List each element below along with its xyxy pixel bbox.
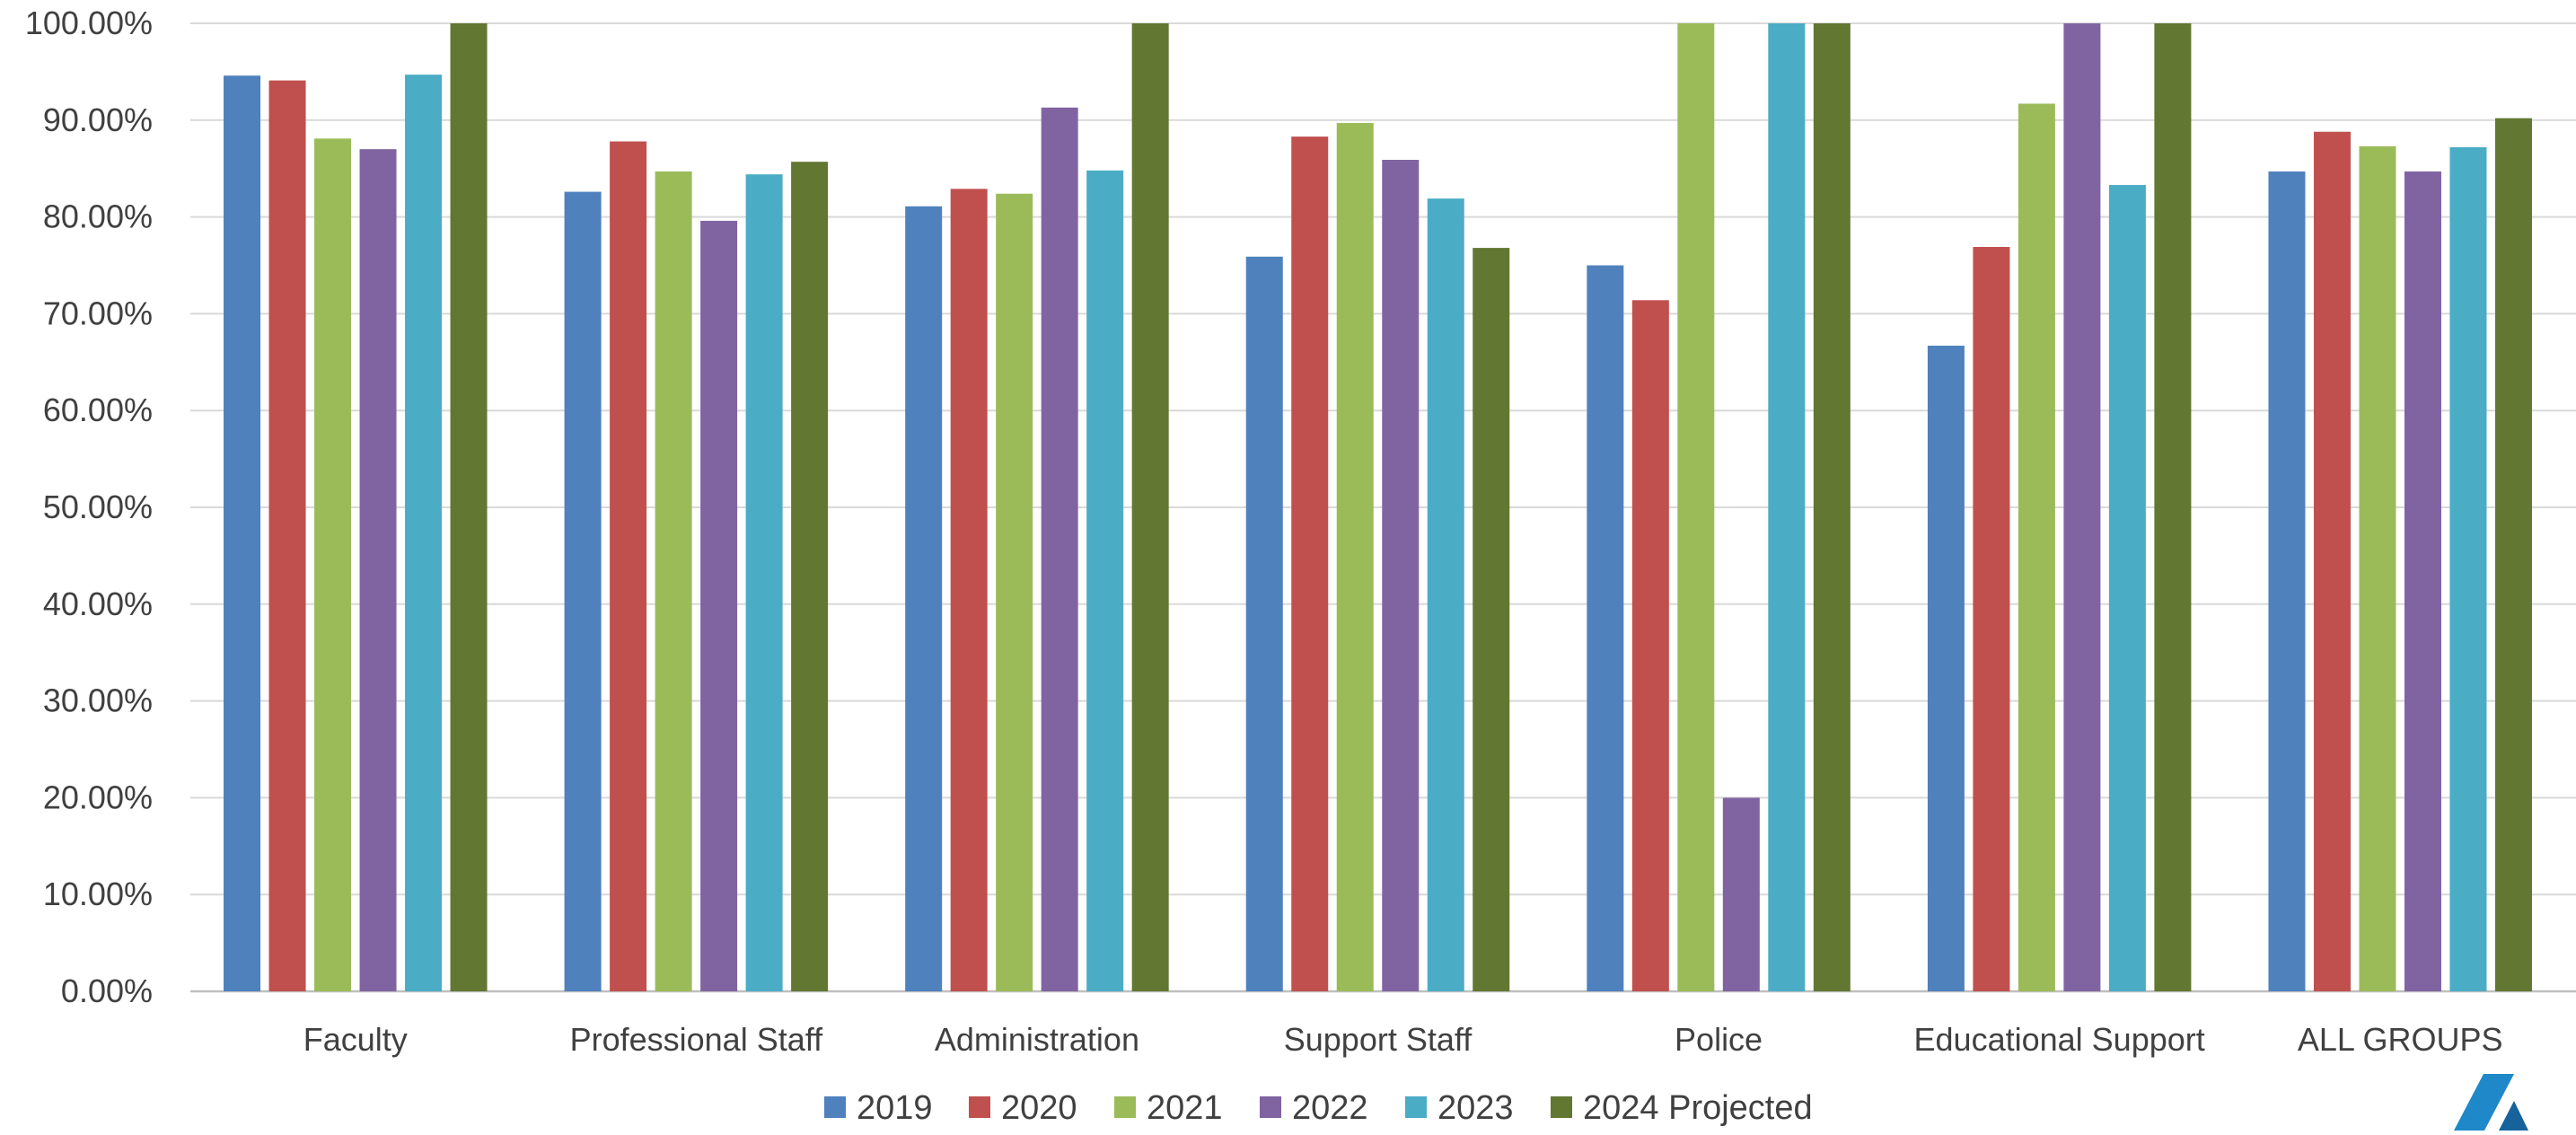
y-tick-label: 50.00% (43, 488, 153, 525)
bar-administration-2021 (996, 193, 1033, 991)
legend: 2019 2020 2021 2022 2023 2024 Projected (824, 1089, 1813, 1127)
bar-educational-support-2019 (1927, 345, 1965, 991)
legend-label: 2020 (1001, 1089, 1077, 1127)
bar-all-groups-2019 (2268, 171, 2306, 991)
bar-all-groups-2021 (2359, 145, 2396, 991)
y-tick-label: 80.00% (43, 198, 153, 235)
bar-faculty-2022 (359, 149, 397, 991)
legend-item-2021: 2021 (1114, 1089, 1223, 1127)
bar-support-staff-2022 (1382, 159, 1420, 992)
y-tick-label: 90.00% (43, 101, 153, 138)
bar-police-2024-projected (1813, 23, 1851, 991)
x-tick-label: Educational Support (1914, 1021, 2205, 1058)
bar-support-staff-2019 (1245, 256, 1283, 992)
bar-administration-2020 (950, 189, 988, 991)
bar-all-groups-2022 (2404, 171, 2441, 991)
bar-faculty-2024-projected (450, 23, 488, 991)
legend-item-2020: 2020 (969, 1089, 1077, 1127)
x-tick-label: ALL GROUPS (2298, 1021, 2503, 1058)
y-tick-label: 40.00% (43, 585, 153, 622)
legend-label: 2024 Projected (1583, 1089, 1813, 1127)
bar-professional-staff-2024-projected (791, 162, 829, 992)
bar-support-staff-2020 (1291, 136, 1329, 992)
legend-swatch (1551, 1096, 1572, 1118)
y-tick-label: 30.00% (43, 682, 153, 719)
bar-educational-support-2023 (2108, 185, 2146, 991)
legend-item-2023: 2023 (1405, 1089, 1514, 1127)
bar-police-2019 (1587, 265, 1624, 991)
y-tick-label: 20.00% (43, 779, 153, 815)
bar-administration-2023 (1086, 170, 1124, 991)
bar-all-groups-2024-projected (2494, 118, 2532, 992)
bar-faculty-2023 (405, 75, 443, 991)
x-tick-label: Administration (935, 1021, 1139, 1058)
bar-professional-staff-2022 (700, 220, 738, 992)
bar-faculty-2020 (268, 80, 306, 992)
legend-item-2019: 2019 (824, 1089, 933, 1127)
legend-label: 2021 (1147, 1089, 1223, 1127)
legend-label: 2022 (1292, 1089, 1368, 1127)
logo-triangle (2499, 1101, 2528, 1131)
bar-police-2023 (1768, 23, 1806, 991)
bar-professional-staff-2021 (655, 171, 692, 991)
y-tick-label: 70.00% (43, 295, 153, 331)
x-axis-ticks: Faculty Professional Staff Administration S… (303, 1021, 2503, 1058)
legend-swatch (969, 1096, 990, 1118)
y-tick-label: 60.00% (43, 392, 153, 428)
legend-swatch (1260, 1096, 1281, 1118)
x-tick-label: Support Staff (1284, 1021, 1473, 1058)
bar-educational-support-2024-projected (2154, 23, 2192, 991)
legend-swatch (1405, 1096, 1427, 1118)
bar-administration-2022 (1041, 107, 1078, 991)
y-tick-label: 100.00% (25, 4, 153, 41)
bar-all-groups-2023 (2449, 146, 2487, 991)
bar-faculty-2021 (314, 138, 352, 992)
legend-item-2024-projected: 2024 Projected (1551, 1089, 1813, 1127)
logo-stripe (2454, 1074, 2514, 1131)
legend-swatch (824, 1096, 846, 1118)
bar-support-staff-2024-projected (1473, 248, 1510, 991)
bar-support-staff-2023 (1427, 198, 1464, 992)
x-tick-label: Faculty (303, 1021, 408, 1058)
bar-educational-support-2022 (2063, 23, 2101, 991)
x-tick-label: Police (1675, 1021, 1763, 1058)
y-tick-label: 0.00% (61, 972, 153, 1009)
legend-swatch (1114, 1096, 1136, 1118)
logo-mark-icon (2454, 1074, 2528, 1131)
bar-administration-2019 (905, 206, 943, 991)
bar-police-2020 (1631, 300, 1669, 992)
bar-support-staff-2021 (1336, 123, 1374, 991)
y-axis-ticks: 0.00% 10.00% 20.00% 30.00% 40.00% 50.00% 60.00… (25, 4, 153, 1009)
bar-professional-staff-2023 (745, 174, 783, 992)
bar-professional-staff-2020 (610, 141, 647, 992)
bar-faculty-2019 (224, 75, 261, 992)
legend-item-2022: 2022 (1260, 1089, 1368, 1127)
y-tick-label: 10.00% (43, 875, 153, 912)
bar-administration-2024-projected (1131, 23, 1169, 991)
bar-police-2022 (1722, 797, 1760, 991)
bar-all-groups-2020 (2313, 131, 2351, 992)
legend-label: 2023 (1437, 1089, 1514, 1127)
bars (224, 23, 2532, 992)
bar-educational-support-2021 (2018, 103, 2055, 991)
legend-label: 2019 (857, 1089, 933, 1127)
bar-professional-staff-2019 (564, 191, 602, 991)
bar-educational-support-2020 (1973, 247, 2010, 991)
x-tick-label: Professional Staff (570, 1021, 823, 1058)
bar-police-2021 (1677, 23, 1715, 991)
